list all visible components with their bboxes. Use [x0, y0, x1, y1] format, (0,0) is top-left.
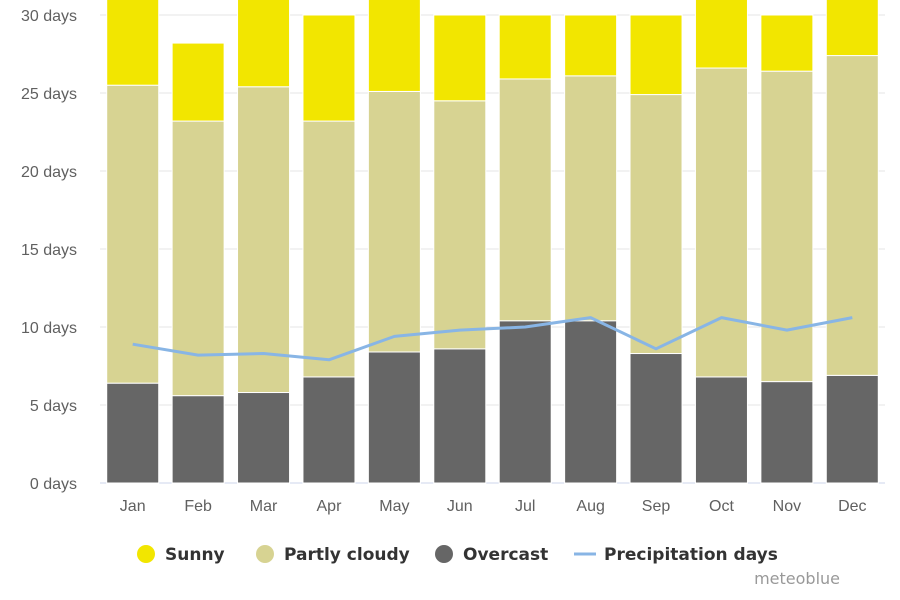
legend-item-sunny[interactable]: Sunny	[137, 545, 225, 565]
bars	[106, 0, 879, 484]
bar-sunny-may[interactable]	[367, 0, 421, 92]
y-tick-label: 30 days	[21, 8, 77, 25]
precipitation-line-layer	[132, 316, 853, 362]
bar-overcast-nov[interactable]	[760, 381, 814, 484]
bar-overcast-jan[interactable]	[106, 382, 160, 484]
bar-partly-cloudy-feb[interactable]	[171, 120, 225, 397]
bar-partly-cloudy-oct[interactable]	[694, 67, 748, 378]
bar-partly-cloudy-jul[interactable]	[498, 78, 552, 322]
legend-label: Sunny	[165, 545, 225, 565]
legend-marker	[137, 545, 155, 563]
x-tick-label: Jan	[120, 498, 146, 515]
y-tick-label: 0 days	[30, 476, 77, 493]
bar-overcast-feb[interactable]	[171, 395, 225, 484]
bar-partly-cloudy-jun[interactable]	[433, 100, 487, 350]
bar-sunny-aug[interactable]	[564, 14, 618, 77]
bar-sunny-mar[interactable]	[237, 0, 291, 88]
bar-overcast-oct[interactable]	[694, 376, 748, 484]
bar-sunny-jun[interactable]	[433, 14, 487, 102]
bar-partly-cloudy-sep[interactable]	[629, 94, 683, 355]
bar-partly-cloudy-mar[interactable]	[237, 86, 291, 394]
credit-label[interactable]: meteoblue	[754, 569, 840, 588]
x-tick-label: Dec	[838, 498, 866, 515]
bar-partly-cloudy-apr[interactable]	[302, 120, 356, 378]
bar-sunny-jan[interactable]	[106, 0, 160, 86]
legend-label: Precipitation days	[604, 545, 778, 565]
y-tick-label: 15 days	[21, 242, 77, 259]
y-axis-labels: 0 days 5 days 10 days 15 days 20 days 25 days…	[21, 8, 77, 493]
bar-sunny-nov[interactable]	[760, 14, 814, 72]
bar-overcast-mar[interactable]	[237, 392, 291, 484]
x-tick-label: Feb	[184, 498, 212, 515]
bar-partly-cloudy-dec[interactable]	[825, 55, 879, 376]
x-tick-label: Jun	[447, 498, 473, 515]
y-tick-label: 10 days	[21, 320, 77, 337]
x-tick-label: Oct	[709, 498, 734, 515]
bar-sunny-jul[interactable]	[498, 14, 552, 80]
x-tick-label: Nov	[773, 498, 801, 515]
bar-sunny-sep[interactable]	[629, 14, 683, 96]
bar-partly-cloudy-aug[interactable]	[564, 75, 618, 322]
bar-partly-cloudy-may[interactable]	[367, 90, 421, 353]
bar-overcast-aug[interactable]	[564, 320, 618, 484]
legend-label: Overcast	[463, 545, 548, 565]
bar-overcast-sep[interactable]	[629, 353, 683, 484]
bar-partly-cloudy-nov[interactable]	[760, 70, 814, 383]
x-tick-label: Apr	[317, 498, 343, 515]
bar-overcast-apr[interactable]	[302, 376, 356, 484]
x-axis-labels: Jan Feb Mar Apr May Jun Jul Aug Sep Oct Nov Dec	[120, 498, 867, 515]
legend[interactable]: Sunny Partly cloudy Overcast Precipitation …	[137, 545, 778, 565]
x-tick-label: May	[379, 498, 409, 515]
x-tick-label: Sep	[642, 498, 671, 515]
bar-partly-cloudy-jan[interactable]	[106, 84, 160, 384]
x-tick-label: Aug	[576, 498, 604, 515]
y-tick-label: 25 days	[21, 86, 77, 103]
bar-overcast-jul[interactable]	[498, 320, 552, 484]
x-tick-label: Mar	[250, 498, 278, 515]
bar-overcast-jun[interactable]	[433, 348, 487, 484]
bar-sunny-apr[interactable]	[302, 14, 356, 122]
bar-sunny-dec[interactable]	[825, 0, 879, 57]
legend-item-precipitation-days[interactable]: Precipitation days	[574, 545, 778, 565]
bar-overcast-dec[interactable]	[825, 374, 879, 484]
legend-marker	[435, 545, 453, 563]
y-tick-label: 20 days	[21, 164, 77, 181]
grid-lines	[100, 14, 885, 484]
precipitation-days-line[interactable]	[132, 316, 853, 362]
bar-sunny-feb[interactable]	[171, 42, 225, 122]
legend-label: Partly cloudy	[284, 545, 410, 565]
legend-item-partly-cloudy[interactable]: Partly cloudy	[256, 545, 410, 565]
x-tick-label: Jul	[515, 498, 535, 515]
legend-marker	[256, 545, 274, 563]
bar-sunny-oct[interactable]	[694, 0, 748, 69]
y-tick-label: 5 days	[30, 398, 77, 415]
legend-item-overcast[interactable]: Overcast	[435, 545, 548, 565]
bar-overcast-may[interactable]	[367, 351, 421, 484]
